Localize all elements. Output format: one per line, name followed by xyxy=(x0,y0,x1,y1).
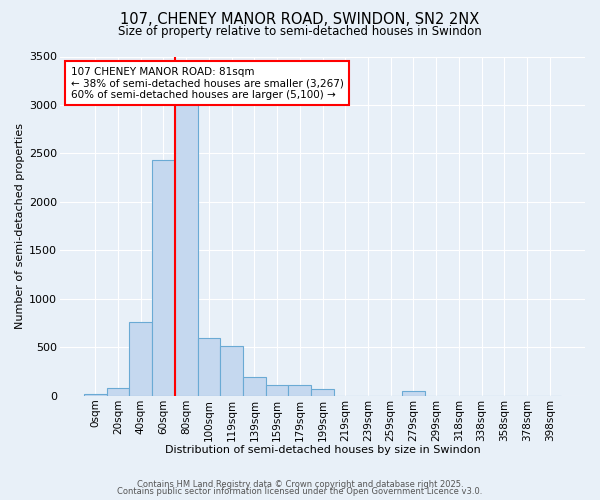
Bar xyxy=(175,68,197,396)
Bar xyxy=(107,388,130,396)
Bar xyxy=(243,376,266,396)
Bar xyxy=(289,385,311,396)
Bar xyxy=(311,389,334,396)
Bar xyxy=(130,322,152,396)
Bar xyxy=(266,385,289,396)
Text: 107 CHENEY MANOR ROAD: 81sqm
← 38% of semi-detached houses are smaller (3,267)
6: 107 CHENEY MANOR ROAD: 81sqm ← 38% of se… xyxy=(71,66,343,100)
Bar xyxy=(152,160,175,396)
Bar xyxy=(84,394,107,396)
X-axis label: Distribution of semi-detached houses by size in Swindon: Distribution of semi-detached houses by … xyxy=(164,445,481,455)
Bar xyxy=(197,338,220,396)
Text: 107, CHENEY MANOR ROAD, SWINDON, SN2 2NX: 107, CHENEY MANOR ROAD, SWINDON, SN2 2NX xyxy=(121,12,479,28)
Bar xyxy=(402,390,425,396)
Bar xyxy=(220,346,243,396)
Text: Contains HM Land Registry data © Crown copyright and database right 2025.: Contains HM Land Registry data © Crown c… xyxy=(137,480,463,489)
Text: Size of property relative to semi-detached houses in Swindon: Size of property relative to semi-detach… xyxy=(118,25,482,38)
Text: Contains public sector information licensed under the Open Government Licence v3: Contains public sector information licen… xyxy=(118,487,482,496)
Y-axis label: Number of semi-detached properties: Number of semi-detached properties xyxy=(15,123,25,329)
